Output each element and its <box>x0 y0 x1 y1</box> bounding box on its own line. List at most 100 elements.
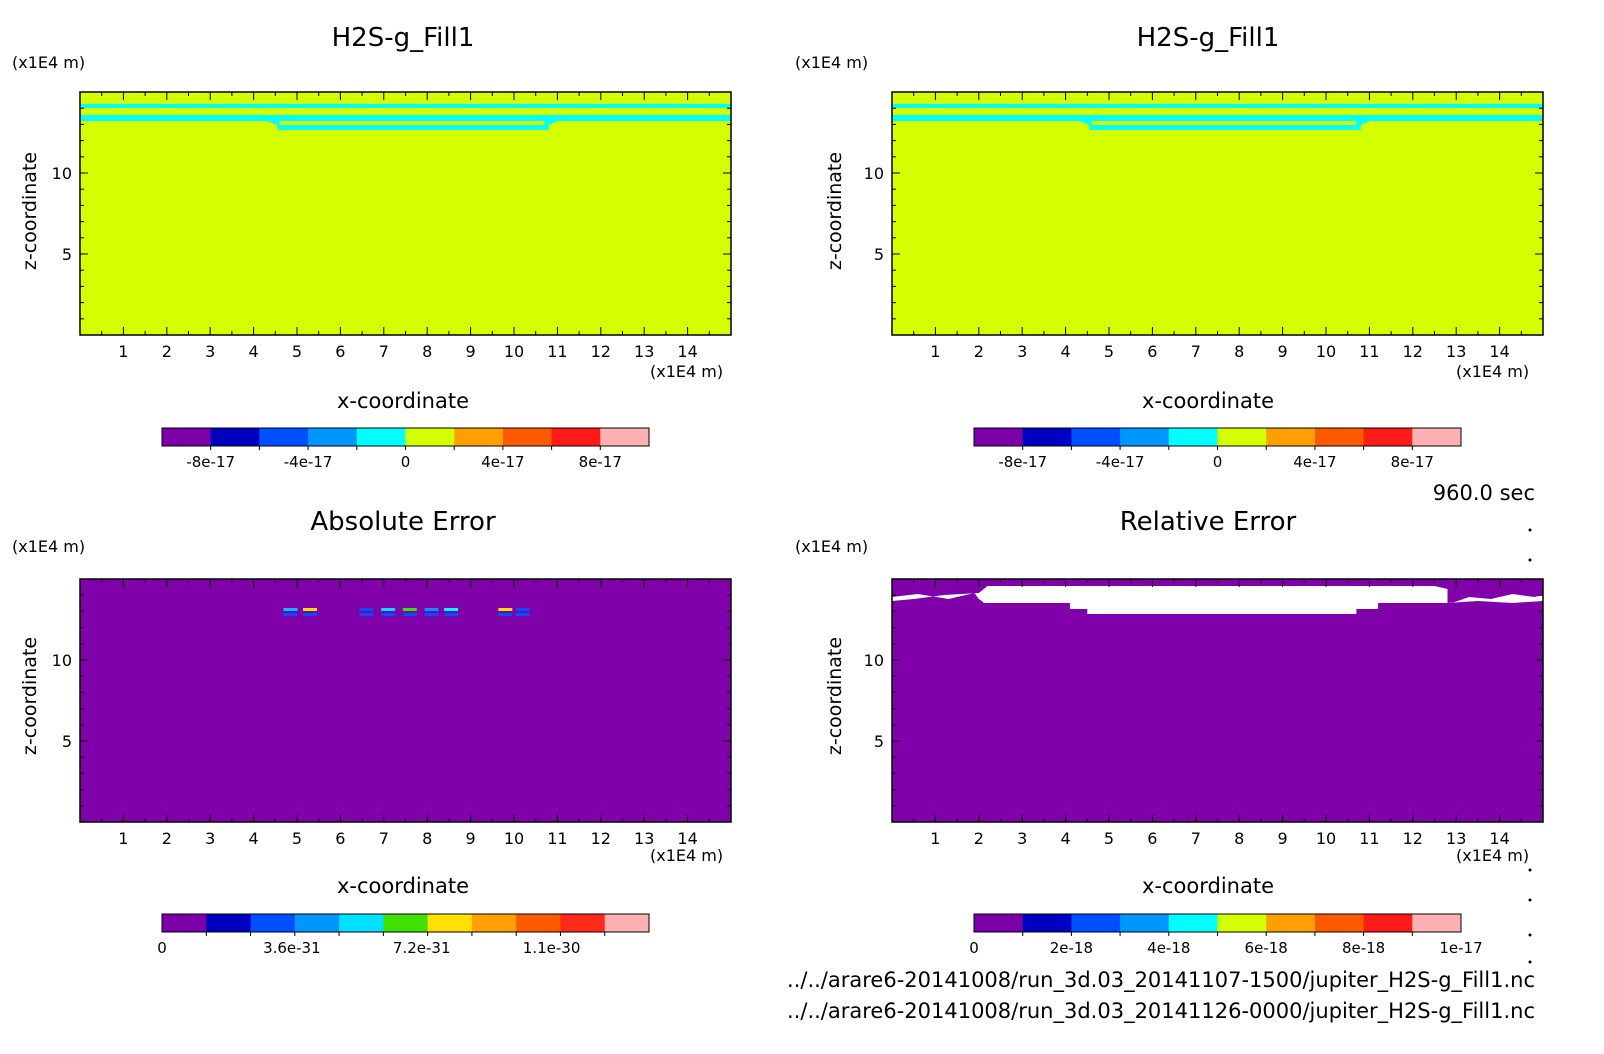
y-tick-label: 10 <box>52 651 72 670</box>
x-tick-label: 11 <box>1359 829 1379 848</box>
x-unit-label: (x1E4 m) <box>1456 362 1529 381</box>
x-tick-label: 1 <box>118 342 128 361</box>
colorbar-tick-label: -8e-17 <box>186 453 235 471</box>
x-tick-label: 13 <box>1446 829 1466 848</box>
y-tick-label: 10 <box>864 164 884 183</box>
x-tick-label: 11 <box>1359 342 1379 361</box>
colorbar-swatch <box>1120 428 1170 446</box>
x-tick-label: 14 <box>677 342 697 361</box>
error-spot <box>303 608 318 611</box>
x-tick-label: 10 <box>504 342 524 361</box>
x-tick-label: 8 <box>422 342 432 361</box>
colorbar-swatch <box>1022 428 1072 446</box>
x-tick-label: 10 <box>1316 829 1336 848</box>
heatmap-band <box>80 115 731 121</box>
x-tick-label: 8 <box>422 829 432 848</box>
y-axis-label: z-coordinate <box>19 152 41 270</box>
x-unit-label: (x1E4 m) <box>650 362 723 381</box>
error-spot <box>359 613 374 616</box>
x-tick-label: 7 <box>379 829 389 848</box>
heatmap-field <box>892 92 1543 335</box>
panel-title: Relative Error <box>1120 507 1297 537</box>
colorbar-swatch <box>1168 428 1218 446</box>
y-tick-label: 10 <box>52 164 72 183</box>
colorbar-swatch <box>162 914 207 932</box>
colorbar-swatch <box>604 914 650 932</box>
x-tick-label: 13 <box>634 342 654 361</box>
dot <box>1528 558 1532 562</box>
x-tick-label: 7 <box>379 342 389 361</box>
x-unit-label: (x1E4 m) <box>650 846 723 865</box>
y-tick-label: 10 <box>864 651 884 670</box>
colorbar-tick-label: 6e-18 <box>1245 939 1288 957</box>
y-axis-label: z-coordinate <box>824 637 846 755</box>
colorbar-tick-label: -4e-17 <box>1096 453 1145 471</box>
heatmap-gap <box>279 121 545 125</box>
colorbar-swatch <box>259 428 309 446</box>
error-spot <box>424 613 439 616</box>
error-spot <box>515 613 530 616</box>
colorbar-swatch <box>308 428 358 446</box>
colorbar-swatch <box>502 428 553 446</box>
colorbar-swatch <box>1363 428 1413 446</box>
x-tick-label: 9 <box>1278 829 1288 848</box>
x-tick-label: 6 <box>1147 829 1157 848</box>
colorbar-swatch <box>383 914 429 932</box>
panel-relative-error: Relative Error (x1E4 m) (x1E4 m) x-coord… <box>795 507 1544 957</box>
relative-error-region <box>892 586 1543 614</box>
colorbar-swatch <box>1120 914 1170 932</box>
error-spot <box>498 608 513 611</box>
colorbar-swatch <box>1412 428 1462 446</box>
x-tick-label: 11 <box>547 829 567 848</box>
colorbar-swatch <box>427 914 473 932</box>
y-tick-label: 5 <box>874 732 884 751</box>
panel-title: H2S-g_Fill1 <box>1137 23 1280 53</box>
panel-h2s-right: H2S-g_Fill1 (x1E4 m) (x1E4 m) x-coordina… <box>795 23 1544 471</box>
colorbar-tick-label: 3.6e-31 <box>263 939 321 957</box>
x-tick-label: 12 <box>1403 342 1423 361</box>
x-tick-label: 1 <box>930 829 940 848</box>
x-tick-label: 9 <box>1278 342 1288 361</box>
error-spot <box>283 613 298 616</box>
colorbar-swatch <box>1314 428 1365 446</box>
colorbar-tick-label: 8e-18 <box>1342 939 1385 957</box>
colorbar-tick-label: 0 <box>157 939 167 957</box>
colorbar-swatch <box>210 428 260 446</box>
x-tick-label: 14 <box>677 829 697 848</box>
colorbar-swatch <box>560 914 606 932</box>
heatmap-field <box>80 92 731 335</box>
colorbar-swatch <box>1071 914 1121 932</box>
x-tick-label: 5 <box>1104 342 1114 361</box>
x-tick-label: 5 <box>292 829 302 848</box>
panel-absolute-error: Absolute Error (x1E4 m) (x1E4 m) x-coord… <box>12 507 732 957</box>
colorbar-tick-label: 8e-17 <box>579 453 622 471</box>
heatmap-band <box>892 115 1543 121</box>
colorbar-swatch <box>339 914 384 932</box>
x-tick-label: 3 <box>205 342 215 361</box>
colorbar-tick-label: -8e-17 <box>998 453 1047 471</box>
error-spot <box>283 608 298 611</box>
colorbar-swatch <box>1314 914 1365 932</box>
colorbar-tick-label: 1.1e-30 <box>523 939 581 957</box>
colorbar-swatch <box>356 428 406 446</box>
colorbar-swatch <box>250 914 296 932</box>
x-tick-label: 4 <box>249 342 259 361</box>
y-unit-label: (x1E4 m) <box>12 537 85 556</box>
y-tick-label: 5 <box>62 245 72 264</box>
colorbar-swatch <box>1363 914 1413 932</box>
colorbar-swatch <box>294 914 340 932</box>
x-tick-label: 12 <box>591 342 611 361</box>
source-file-1: ../../arare6-20141008/run_3d.03_20141107… <box>787 968 1535 993</box>
colorbar-tick-label: 1e-17 <box>1439 939 1482 957</box>
x-tick-label: 6 <box>1147 342 1157 361</box>
error-spot <box>303 613 318 616</box>
x-unit-label: (x1E4 m) <box>1456 846 1529 865</box>
x-tick-label: 8 <box>1234 829 1244 848</box>
x-tick-label: 1 <box>930 342 940 361</box>
colorbar-swatch <box>454 428 504 446</box>
x-tick-label: 3 <box>1017 829 1027 848</box>
x-tick-label: 3 <box>1017 342 1027 361</box>
colorbar-swatch <box>974 914 1024 932</box>
colorbar-swatch <box>516 914 561 932</box>
